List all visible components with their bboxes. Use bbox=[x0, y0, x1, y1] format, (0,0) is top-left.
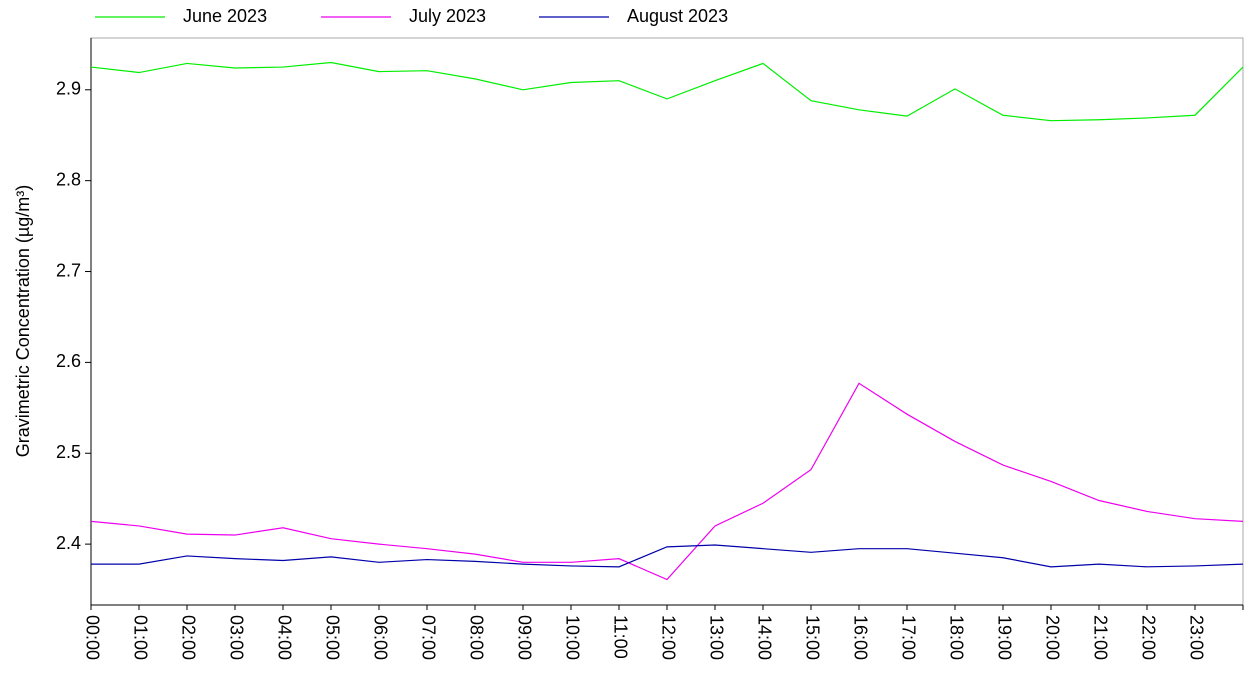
x-tick-label: 21:00 bbox=[1090, 615, 1110, 660]
x-tick-label: 13:00 bbox=[706, 615, 726, 660]
x-tick-label: 20:00 bbox=[1042, 615, 1062, 660]
x-tick-label: 19:00 bbox=[994, 615, 1014, 660]
x-tick-label: 10:00 bbox=[562, 615, 582, 660]
x-tick-label: 01:00 bbox=[130, 615, 150, 660]
x-tick-label: 12:00 bbox=[658, 615, 678, 660]
x-tick-label: 09:00 bbox=[514, 615, 534, 660]
x-tick-label: 02:00 bbox=[178, 615, 198, 660]
x-tick-label: 23:00 bbox=[1186, 615, 1206, 660]
x-tick-label: 14:00 bbox=[754, 615, 774, 660]
legend-label: July 2023 bbox=[409, 6, 486, 26]
y-axis-label: Gravimetric Concentration (µg/m³) bbox=[13, 185, 33, 457]
y-tick-label: 2.7 bbox=[56, 260, 81, 280]
x-tick-label: 18:00 bbox=[946, 615, 966, 660]
legend-label: August 2023 bbox=[627, 6, 728, 26]
legend-label: June 2023 bbox=[183, 6, 267, 26]
series-line bbox=[91, 544, 1244, 568]
y-tick-label: 2.4 bbox=[56, 533, 81, 553]
series-line bbox=[90, 61, 1244, 122]
y-tick-label: 2.5 bbox=[56, 442, 81, 462]
x-tick-label: 17:00 bbox=[898, 615, 918, 660]
x-tick-label: 03:00 bbox=[226, 615, 246, 660]
x-tick-label: 16:00 bbox=[850, 615, 870, 660]
y-tick-label: 2.8 bbox=[56, 169, 81, 189]
x-tick-label: 07:00 bbox=[418, 615, 438, 660]
x-tick-label: 11:00 bbox=[610, 615, 630, 659]
x-tick-label: 06:00 bbox=[370, 615, 390, 660]
x-tick-label: 05:00 bbox=[322, 615, 342, 660]
y-tick-label: 2.6 bbox=[56, 351, 81, 371]
x-tick-label: 15:00 bbox=[802, 615, 822, 660]
x-tick-label: 22:00 bbox=[1138, 615, 1158, 660]
x-tick-label: 08:00 bbox=[466, 615, 486, 660]
y-tick-label: 2.9 bbox=[56, 79, 81, 99]
series-line bbox=[90, 382, 1244, 581]
x-tick-label: 00:00 bbox=[82, 615, 102, 660]
plot-frame bbox=[90, 37, 1244, 606]
x-tick-label: 04:00 bbox=[274, 615, 294, 660]
